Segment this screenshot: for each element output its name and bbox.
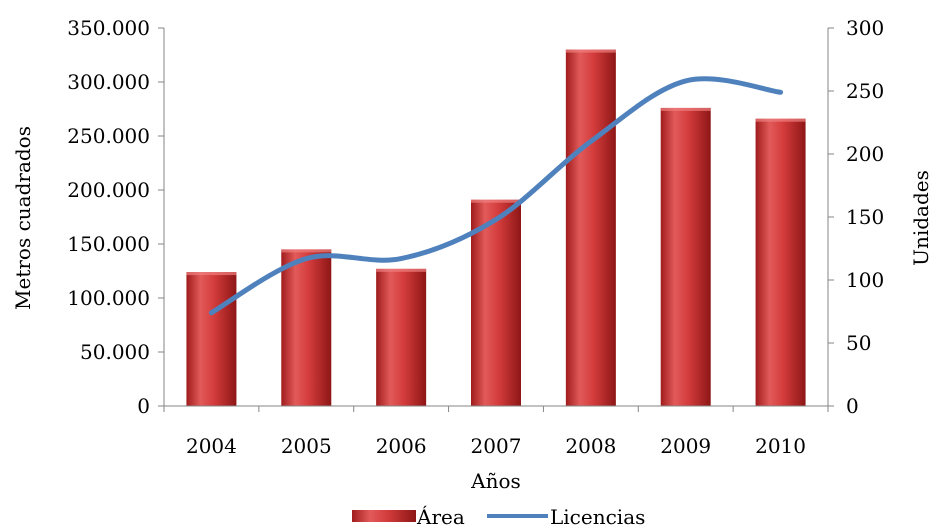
bar-2008	[565, 49, 616, 406]
left-axis: 0 50.000 100.000 150.000 200.000 250.000 300.0…	[67, 16, 165, 418]
bar-2007	[471, 199, 521, 406]
legend-swatch-area	[352, 510, 416, 522]
left-tick-label: 100.000	[67, 286, 150, 310]
right-tick-label: 250	[846, 79, 884, 103]
bar-top-highlight	[186, 272, 237, 276]
bar-top-highlight	[755, 118, 806, 122]
left-tick-label: 250.000	[67, 124, 150, 148]
bar-2005	[281, 249, 332, 406]
left-tick-label: 350.000	[67, 16, 150, 40]
bar-top-highlight	[471, 199, 521, 203]
x-axis-title: Años	[470, 469, 521, 493]
bar-top-highlight	[376, 268, 427, 272]
x-axis: 2004 2005 2006 2007 2008 2009 2010	[163, 405, 829, 458]
bar-top-highlight	[281, 249, 332, 253]
right-tick-label: 300	[846, 16, 884, 40]
plot-area	[186, 49, 806, 407]
legend: Área Licencias	[352, 505, 645, 528]
left-tick-label: 50.000	[80, 340, 150, 364]
x-tick-label: 2004	[186, 434, 237, 458]
bar-2010	[755, 118, 806, 406]
bar-top-highlight	[660, 107, 711, 111]
x-tick-label: 2010	[755, 434, 806, 458]
x-axis-ticks: 2004 2005 2006 2007 2008 2009 2010	[163, 406, 829, 458]
y-axis-title: Metros cuadrados	[11, 126, 35, 310]
bar-2006	[376, 268, 427, 406]
legend-label-licencias: Licencias	[550, 505, 645, 528]
right-axis: 0 50 100 150 200 250 300	[827, 16, 884, 418]
right-tick-label: 100	[846, 268, 884, 292]
right-axis-ticks: 0 50 100 150 200 250 300	[828, 16, 884, 418]
legend-label-area: Área	[416, 505, 465, 528]
left-axis-ticks: 0 50.000 100.000 150.000 200.000 250.000 300.0…	[67, 16, 164, 418]
left-tick-label: 150.000	[67, 232, 150, 256]
right-tick-label: 0	[846, 394, 859, 418]
y-right-axis-title: Unidades	[909, 170, 930, 266]
line-series-licencias	[208, 76, 784, 316]
left-tick-label: 200.000	[67, 178, 150, 202]
x-tick-label: 2006	[376, 434, 427, 458]
x-tick-label: 2007	[471, 434, 522, 458]
left-tick-label: 0	[137, 394, 150, 418]
x-tick-label: 2005	[281, 434, 332, 458]
bar-top-highlight	[565, 49, 616, 53]
right-tick-label: 50	[846, 331, 871, 355]
x-tick-label: 2008	[565, 434, 616, 458]
bar-series-area	[186, 49, 806, 407]
right-tick-label: 150	[846, 205, 884, 229]
x-tick-label: 2009	[660, 434, 711, 458]
right-tick-label: 200	[846, 142, 884, 166]
bar-2004	[186, 272, 237, 406]
left-tick-label: 300.000	[67, 70, 150, 94]
bar-2009	[660, 107, 711, 407]
